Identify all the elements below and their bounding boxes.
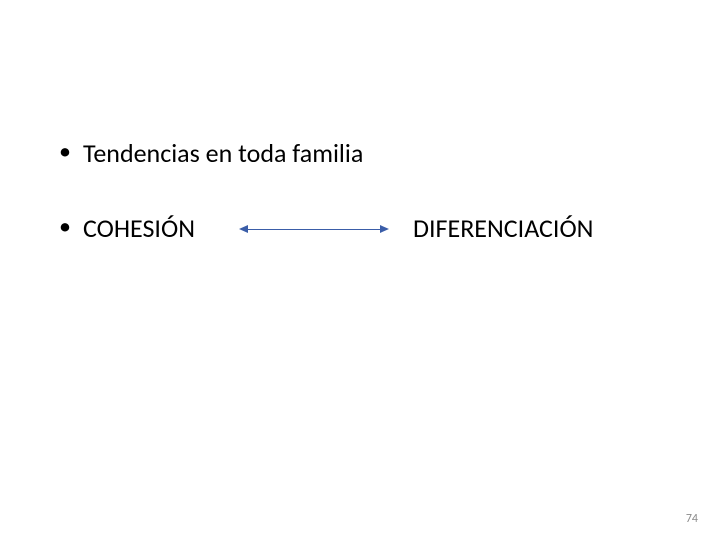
bullet-text: Tendencias en toda familia (83, 137, 363, 169)
bullet-list: Tendencias en toda familia COHESIÓN DIFE… (55, 138, 675, 288)
arrow-line-icon (247, 229, 381, 230)
slide: Tendencias en toda familia COHESIÓN DIFE… (0, 0, 720, 540)
arrow-head-right-icon (380, 225, 389, 233)
bullet-item: Tendencias en toda familia (55, 138, 675, 169)
bullet-item: COHESIÓN DIFERENCIACIÓN (55, 213, 675, 244)
double-arrow-icon (239, 228, 389, 230)
left-term: COHESIÓN (83, 213, 195, 244)
cohesion-diferenciacion-row: COHESIÓN DIFERENCIACIÓN (83, 213, 675, 244)
right-term: DIFERENCIACIÓN (413, 213, 593, 244)
page-number: 74 (686, 512, 698, 526)
